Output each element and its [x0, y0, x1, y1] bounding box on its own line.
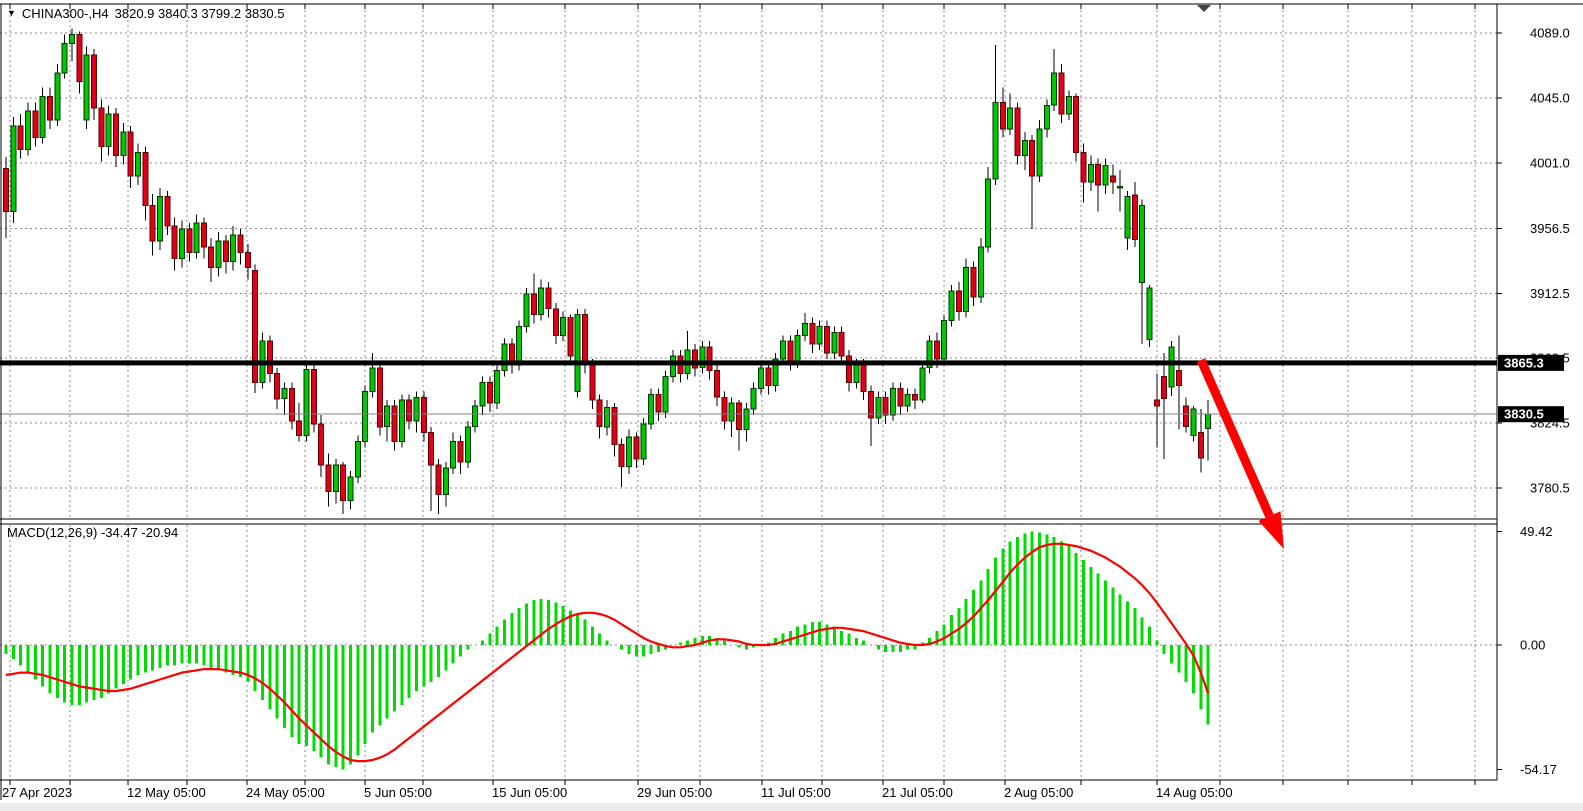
vertical-gridlines	[9, 4, 1476, 785]
date-label: 24 May 05:00	[246, 785, 325, 800]
price-tags: 3865.3 3830.5	[1498, 354, 1564, 423]
macd-signal-line	[5, 542, 1210, 763]
date-label: 29 Jun 05:00	[637, 785, 712, 800]
date-label: 5 Jun 05:00	[364, 785, 432, 800]
window-bottom-strip	[0, 803, 1583, 811]
price-axis-label: 3780.5	[1530, 480, 1570, 495]
time-axis-labels: 27 Apr 2023 12 May 05:00 24 May 05:00 5 Jun…	[2, 785, 1233, 800]
price-axis[interactable]	[1497, 4, 1583, 780]
macd-axis-label: 0.00	[1520, 638, 1545, 653]
chart-title: ▼ CHINA300-,H4 3820.9 3840.3 3799.2 3830…	[7, 6, 285, 21]
date-label: 15 Jun 05:00	[492, 785, 567, 800]
date-label: 27 Apr 2023	[2, 785, 72, 800]
macd-name: MACD(12,26,9)	[7, 525, 98, 540]
date-label: 12 May 05:00	[127, 785, 206, 800]
price-axis-label: 3956.5	[1530, 221, 1570, 236]
date-label: 21 Jul 05:00	[882, 785, 953, 800]
price-axis-label: 4045.0	[1530, 90, 1570, 105]
macd-axis: 49.42 0.00 -54.17	[0, 524, 1557, 777]
date-label: 11 Jul 05:00	[761, 785, 831, 800]
down-arrow-object[interactable]	[1196, 358, 1284, 549]
candles	[3, 28, 1212, 514]
price-tag-label: 3830.5	[1504, 407, 1544, 422]
time-axis[interactable]	[0, 780, 1497, 804]
price-axis-label: 4089.0	[1530, 26, 1570, 41]
macd-indicator-label: MACD(12,26,9) -34.47 -20.94	[7, 525, 178, 540]
collapse-icon[interactable]: ▼	[7, 8, 16, 18]
price-axis-label: 3912.5	[1530, 286, 1570, 301]
macd-axis-label: 49.42	[1520, 524, 1553, 539]
price-axis-label: 4001.0	[1530, 155, 1570, 170]
date-label: 2 Aug 05:00	[1004, 785, 1073, 800]
price-tag-label: 3865.3	[1504, 355, 1544, 370]
ohlc-values: 3820.9 3840.3 3799.2 3830.5	[114, 6, 285, 21]
macd-axis-label: -54.17	[1520, 762, 1557, 777]
chart-frame	[0, 3, 1583, 800]
macd-values: -34.47 -20.94	[100, 525, 179, 540]
symbol-period-label: CHINA300-,H4	[21, 6, 109, 21]
date-label: 14 Aug 05:00	[1156, 785, 1233, 800]
macd-histogram	[4, 531, 1210, 770]
chart-shift-marker-icon[interactable]	[1197, 5, 1211, 12]
horizontal-line-object[interactable]	[0, 360, 1497, 366]
